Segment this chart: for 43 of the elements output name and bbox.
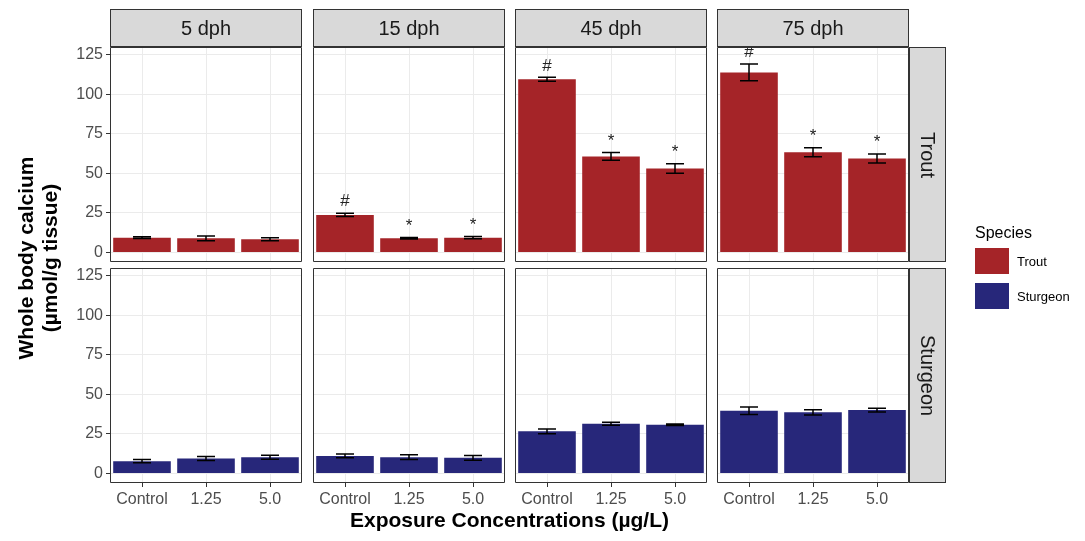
y-tick-label: 0 <box>94 242 104 260</box>
x-tick-label: 1.25 <box>595 490 627 508</box>
y-tick-label: 25 <box>85 203 104 221</box>
x-tick-label: Control <box>723 490 775 508</box>
legend-title: Species <box>975 224 1033 242</box>
x-axis-title: Exposure Concentrations (µg/L) <box>349 508 670 532</box>
annotation: # <box>542 55 553 75</box>
annotation: * <box>671 141 679 161</box>
x-tick-label: 5.0 <box>663 490 687 508</box>
x-tick-label: Control <box>319 490 371 508</box>
y-tick-label: 125 <box>76 45 104 63</box>
annotation: * <box>873 132 881 152</box>
y2-axis-title: Sturgeon <box>916 334 939 417</box>
annotation: * <box>469 214 477 234</box>
x-tick-label: 1.25 <box>797 490 829 508</box>
x-tick-label: 5.0 <box>258 490 282 508</box>
y-tick-label: 25 <box>85 424 104 442</box>
x-tick-label: Control <box>116 490 168 508</box>
y-tick-label: 0 <box>94 463 104 481</box>
chart-title: 5 dph <box>110 9 302 47</box>
y-tick-label: 100 <box>76 305 104 323</box>
legend-label: Sturgeon <box>1017 288 1070 304</box>
chart-title: 45 dph <box>515 9 707 47</box>
x-tick-label: Control <box>521 490 573 508</box>
y-tick-label: 50 <box>85 163 104 181</box>
y-tick-label: 50 <box>85 384 104 402</box>
y-axis-title: Whole body calcium (µmol/g tissue) <box>14 155 62 362</box>
annotation: * <box>607 130 615 150</box>
legend-label: Trout <box>1017 253 1047 269</box>
y-tick-label: 75 <box>85 124 104 142</box>
y2-axis-title: Trout <box>916 131 939 178</box>
y-tick-label: 100 <box>76 84 104 102</box>
y-tick-label: 125 <box>76 266 104 284</box>
x-tick-label: 1.25 <box>190 490 222 508</box>
chart-title: 15 dph <box>313 9 505 47</box>
x-tick-label: 1.25 <box>393 490 425 508</box>
y-tick-label: 75 <box>85 345 104 363</box>
annotation: * <box>405 215 413 235</box>
annotation: # <box>340 191 351 211</box>
x-tick-label: 5.0 <box>461 490 485 508</box>
x-tick-label: 5.0 <box>865 490 889 508</box>
chart-title: 75 dph <box>782 16 844 39</box>
annotation: * <box>809 125 817 145</box>
